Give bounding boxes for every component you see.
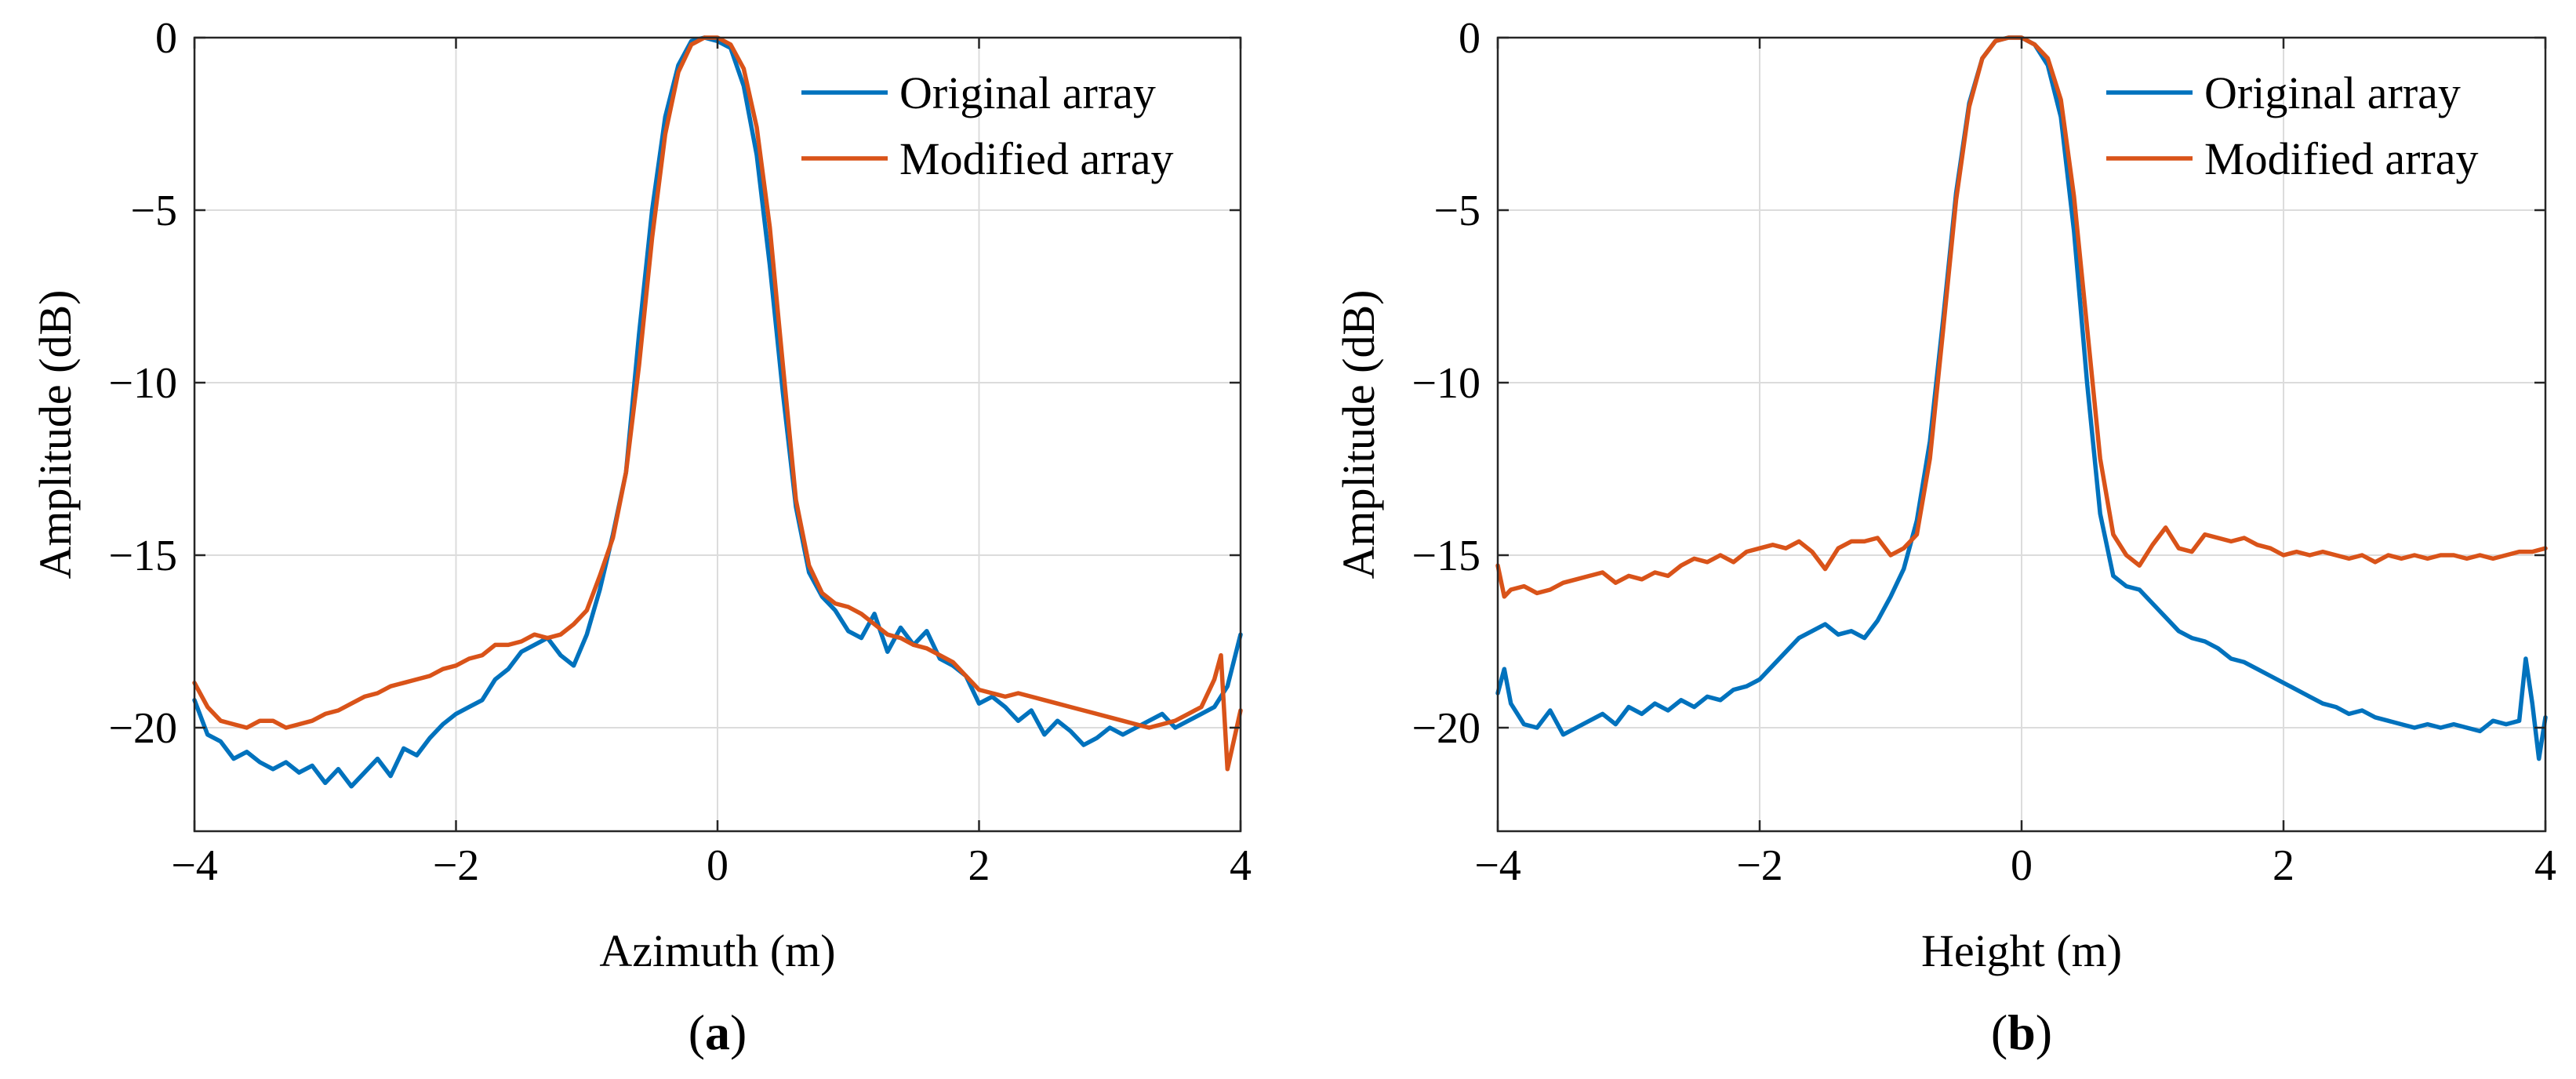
y-tick-label: −15	[108, 532, 177, 580]
y-axis-label: Amplitude (dB)	[30, 290, 81, 579]
x-axis-label: Height (m)	[1921, 925, 2122, 976]
x-tick-label: 2	[2273, 841, 2294, 890]
x-tick-label: 4	[1230, 841, 1252, 890]
x-tick-label: −4	[171, 841, 218, 890]
y-tick-label: −5	[130, 187, 177, 235]
y-tick-label: −10	[108, 359, 177, 408]
y-tick-label: −20	[1412, 704, 1481, 753]
legend-label: Original array	[2204, 67, 2461, 118]
y-tick-label: 0	[1459, 14, 1481, 63]
legend-label: Original array	[899, 67, 1156, 118]
panel-label: (a)	[689, 1005, 747, 1060]
y-tick-label: −5	[1433, 187, 1481, 235]
legend-label: Modified array	[2204, 133, 2478, 184]
x-tick-label: 0	[707, 841, 728, 890]
y-axis-label: Amplitude (dB)	[1333, 290, 1384, 579]
legend-label: Modified array	[899, 133, 1173, 184]
x-axis-label: Azimuth (m)	[599, 925, 835, 976]
x-tick-label: −2	[1736, 841, 1783, 890]
panel-label: (b)	[1991, 1005, 2052, 1060]
x-tick-label: 2	[968, 841, 990, 890]
x-tick-label: −4	[1474, 841, 1521, 890]
y-tick-label: −10	[1412, 359, 1481, 408]
x-tick-label: 0	[2011, 841, 2033, 890]
y-tick-label: −20	[108, 704, 177, 753]
x-tick-label: −2	[433, 841, 480, 890]
series-line-modified	[192, 35, 1243, 772]
x-tick-label: 4	[2534, 841, 2556, 890]
y-tick-label: 0	[155, 14, 177, 63]
y-tick-label: −15	[1412, 532, 1481, 580]
